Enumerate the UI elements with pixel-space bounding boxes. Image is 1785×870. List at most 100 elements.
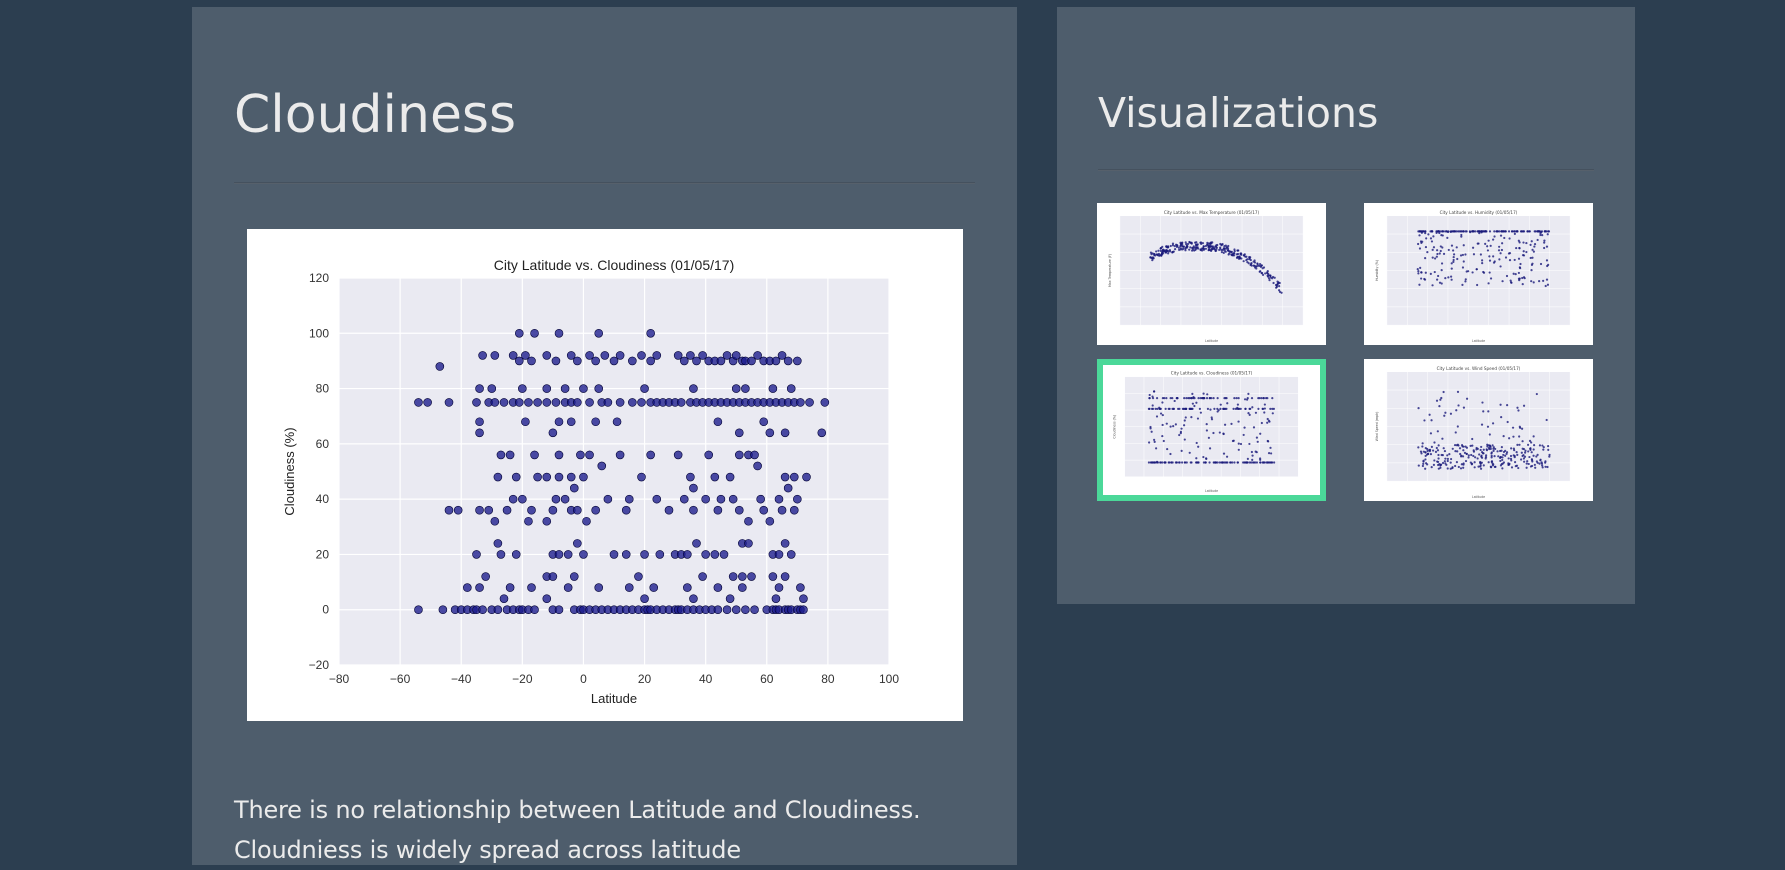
thumbnail-point: [1158, 407, 1161, 410]
thumbnail-point: [1420, 230, 1423, 233]
thumbnail-point: [1486, 425, 1490, 428]
thumbnail-point: [1533, 243, 1537, 246]
thumbnail-point: [1438, 231, 1441, 235]
thumbnail-point: [1472, 449, 1475, 452]
thumbnail-point: [1198, 407, 1201, 410]
thumbnail-point: [1487, 410, 1490, 413]
thumbnail-point: [1519, 458, 1523, 461]
thumbnail-point: [1526, 443, 1530, 446]
data-point: [615, 398, 625, 407]
thumbnail-point: [1474, 456, 1477, 459]
thumbnail-point: [1263, 411, 1266, 414]
thumbnail-point: [1500, 446, 1503, 449]
data-point: [640, 384, 649, 393]
thumbnail-point: [1541, 464, 1544, 467]
thumbnail-point: [1523, 460, 1526, 463]
thumbnail-point: [1266, 417, 1269, 421]
thumbnail-point: [1531, 248, 1534, 251]
thumbnail-point: [1148, 407, 1151, 410]
thumbnail-point: [1177, 461, 1181, 464]
thumbnail-max-temperature[interactable]: City Latitude vs. Max Temperature (01/05…: [1097, 203, 1326, 345]
thumbnail-point: [1216, 407, 1219, 410]
data-point: [594, 328, 604, 338]
thumbnail-point: [1148, 393, 1151, 397]
thumbnail-point: [1255, 436, 1259, 439]
thumbnail-cloudiness[interactable]: City Latitude vs. Cloudiness (01/05/17) L…: [1097, 359, 1326, 501]
thumbnail-point: [1219, 403, 1222, 406]
data-point: [621, 550, 631, 559]
data-point: [789, 472, 799, 482]
thumbnail-point: [1248, 413, 1251, 416]
thumbnail-point: [1205, 423, 1208, 426]
thumbnail-wind-speed[interactable]: City Latitude vs. Wind Speed (01/05/17) L…: [1364, 359, 1593, 501]
data-point: [438, 605, 448, 615]
thumbnail-point: [1211, 245, 1214, 248]
thumbnail-point: [1210, 397, 1213, 400]
thumbnail-point: [1512, 435, 1515, 438]
data-point: [435, 362, 445, 371]
thumbnail-point: [1449, 230, 1453, 233]
thumbnail-point: [1527, 462, 1530, 466]
thumbnail-point: [1472, 253, 1476, 256]
y-tick-label: 100: [309, 326, 329, 340]
data-point: [713, 583, 723, 592]
thumbnail-point: [1222, 251, 1225, 254]
data-point: [789, 505, 799, 515]
thumbnail-point: [1178, 248, 1181, 252]
thumbnail-point: [1202, 461, 1206, 464]
thumbnail-point: [1525, 466, 1528, 469]
thumbnail-point: [1433, 459, 1436, 462]
thumbnail-point: [1210, 249, 1213, 253]
data-point: [579, 472, 588, 482]
thumbnail-point: [1536, 461, 1539, 464]
thumbnail-point: [1442, 252, 1446, 255]
thumbnail-humidity[interactable]: City Latitude vs. Humidity (01/05/17) Lat…: [1364, 203, 1593, 345]
thumbnail-point: [1255, 451, 1258, 454]
thumbnail-point: [1197, 445, 1200, 448]
y-tick-label: −20: [309, 658, 330, 672]
data-point: [759, 417, 769, 427]
thumbnail-point: [1278, 281, 1281, 285]
thumbnail-point: [1477, 242, 1480, 245]
thumbnail-point: [1536, 238, 1539, 242]
thumbnail-point: [1423, 278, 1427, 281]
thumbnail-point: [1190, 416, 1193, 419]
thumbnail-point: [1176, 244, 1179, 248]
thumbnail-point: [1151, 252, 1154, 255]
data-point: [548, 572, 558, 581]
data-point: [652, 494, 662, 504]
thumbnail-point: [1450, 278, 1453, 281]
thumbnail-point: [1233, 254, 1236, 257]
thumbnail-point: [1529, 448, 1532, 451]
data-point: [569, 483, 579, 493]
thumbnail-point: [1536, 230, 1540, 233]
thumbnail-point: [1235, 397, 1238, 400]
thumbnail-point: [1490, 452, 1493, 455]
data-point: [579, 550, 588, 559]
thumbnail-point: [1417, 464, 1420, 467]
thumbnail-point: [1532, 448, 1535, 451]
thumbnail-point: [1493, 230, 1496, 233]
thumbnail-point: [1440, 453, 1443, 457]
thumbnail-point: [1162, 252, 1165, 255]
thumbnail-point: [1151, 404, 1154, 407]
thumbnail-point: [1436, 278, 1439, 281]
thumbnail-point: [1478, 230, 1482, 233]
thumbnail-point: [1164, 407, 1167, 410]
thumbnail-point: [1219, 407, 1222, 410]
thumbnail-point: [1426, 449, 1429, 453]
data-point: [591, 356, 600, 366]
data-point: [554, 417, 564, 427]
thumbnail-point: [1159, 412, 1163, 415]
thumbnail-point: [1151, 257, 1154, 260]
thumbnail-point: [1264, 272, 1267, 275]
thumbnail-point: [1478, 232, 1481, 235]
thumbnail-point: [1519, 262, 1522, 266]
data-point: [673, 351, 683, 360]
thumbnail-point: [1502, 435, 1505, 438]
thumbnail-point: [1174, 423, 1177, 426]
thumbnail-point: [1522, 254, 1526, 257]
data-point: [444, 505, 454, 515]
y-tick-label: 60: [316, 437, 330, 451]
data-point: [493, 472, 503, 482]
